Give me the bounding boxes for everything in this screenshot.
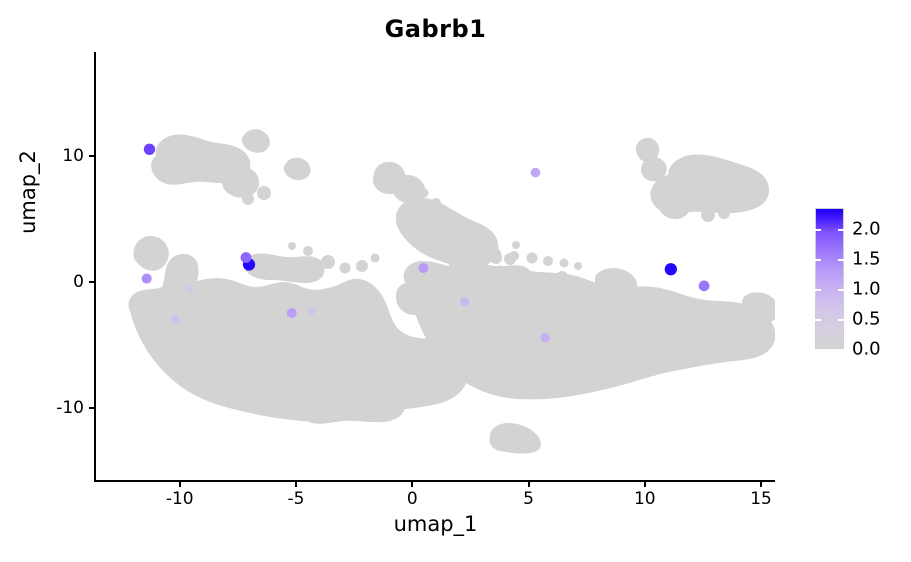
x-tick-label: 15 xyxy=(750,489,772,509)
expressing-cell-point xyxy=(141,273,152,284)
x-tick-mark xyxy=(527,482,530,487)
expressing-cell-point xyxy=(143,143,156,155)
colorbar-tick-mark xyxy=(815,259,821,261)
colorbar-gradient xyxy=(815,208,844,349)
x-axis-spine xyxy=(94,480,775,483)
expressing-cell-point xyxy=(185,284,195,294)
x-tick-mark xyxy=(760,482,763,487)
expressing-cell-point xyxy=(306,306,316,316)
y-tick-label: -10 xyxy=(56,397,84,418)
colorbar-tick-mark xyxy=(838,319,844,321)
expressing-cell-point xyxy=(459,297,470,307)
x-tick-mark xyxy=(178,482,181,487)
y-tick-mark xyxy=(89,281,94,284)
colorbar-tick-label: 0.5 xyxy=(852,308,881,330)
expressing-cell-points xyxy=(141,143,710,343)
colorbar-tick-label: 0.0 xyxy=(852,338,881,360)
scatter-points-canvas xyxy=(128,129,775,454)
y-tick-label: 10 xyxy=(62,146,84,167)
expressing-cell-point xyxy=(698,280,710,292)
colorbar-tick-mark xyxy=(815,289,821,291)
expressing-cell-point xyxy=(286,308,297,318)
x-tick-label: -5 xyxy=(287,489,305,509)
x-tick-mark xyxy=(643,482,646,487)
x-tick-label: -10 xyxy=(165,489,194,509)
colorbar-tick-mark xyxy=(815,229,821,231)
colorbar-tick-mark xyxy=(815,319,821,321)
y-tick-mark xyxy=(89,406,94,409)
y-tick-label: 0 xyxy=(73,272,84,293)
colorbar: 2.0 1.5 1.0 0.5 0.0 xyxy=(815,208,881,360)
colorbar-tick-mark xyxy=(838,229,844,231)
x-tick-mark xyxy=(294,482,297,487)
colorbar-tick-label: 2.0 xyxy=(852,218,881,240)
y-axis-spine xyxy=(94,52,97,482)
colorbar-tick-mark xyxy=(838,289,844,291)
colorbar-tick-label: 1.5 xyxy=(852,248,881,270)
expressing-cell-point xyxy=(664,263,677,276)
expressing-cell-point xyxy=(540,333,550,343)
x-axis-label: umap_1 xyxy=(393,512,478,536)
x-tick-label: 10 xyxy=(633,489,656,509)
x-tick-label: 0 xyxy=(406,489,418,509)
colorbar-tick-mark xyxy=(838,259,844,261)
scatter-plot-area xyxy=(96,53,775,481)
background-cell-cloud xyxy=(128,129,775,454)
expressing-cell-point xyxy=(530,167,541,178)
expressing-cell-point xyxy=(170,314,180,324)
x-tick-label: 5 xyxy=(523,489,534,509)
colorbar-tick-label: 1.0 xyxy=(852,278,881,300)
expressing-cell-point xyxy=(240,252,252,264)
y-axis-label: umap_2 xyxy=(16,150,40,234)
expressing-cell-point xyxy=(418,263,429,273)
x-tick-mark xyxy=(411,482,414,487)
y-tick-mark xyxy=(89,155,94,158)
page-title: Gabrb1 xyxy=(384,15,487,43)
